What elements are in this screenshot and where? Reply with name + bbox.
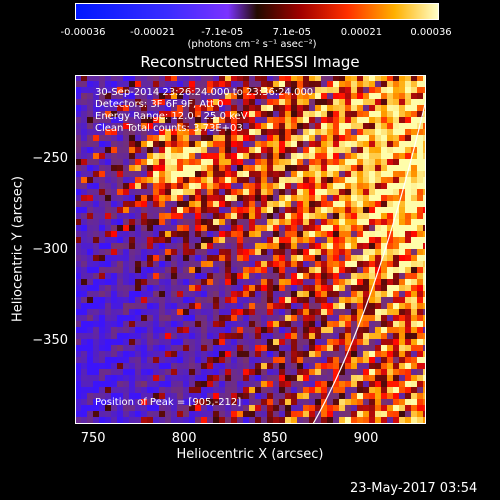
colorbar-tick-label: -0.00021 [130, 27, 176, 38]
x-tick-label: 850 [262, 431, 288, 446]
footer-timestamp: 23-May-2017 03:54 [350, 481, 478, 496]
colorbar-tick-label: 0.00021 [340, 27, 383, 38]
annotation-detectors: Detectors: 3F 6F 9F, Att 0 [95, 99, 224, 110]
colorbar-unit-label: (photons cm⁻² s⁻¹ asec⁻²) [187, 39, 317, 50]
y-tick-label: −300 [32, 242, 68, 258]
x-axis-label: Heliocentric X (arcsec) [176, 447, 324, 462]
chart-title: Reconstructed RHESSI Image [140, 53, 360, 71]
x-tick-label: 800 [171, 431, 197, 446]
heatmap-plot-area [75, 75, 426, 424]
y-axis-label: Heliocentric Y (arcsec) [10, 176, 26, 322]
annotation-peak-position: Position of Peak = [905,-212] [95, 397, 242, 408]
y-tick-label: −350 [32, 333, 68, 349]
colorbar-tick-label: 7.1e-05 [272, 27, 311, 38]
colorbar-tick-label: -0.00036 [60, 27, 106, 38]
y-tick-label: −250 [32, 151, 68, 167]
annotation-energy-range: Energy Range: 12.0 - 25.0 keV [95, 111, 248, 122]
colorbar-tick-label: -7.1e-05 [201, 27, 244, 38]
annotation-clean-counts: Clean Total counts: 3.73E+03 [95, 123, 243, 134]
x-tick-label: 900 [353, 431, 379, 446]
x-tick-label: 750 [80, 431, 106, 446]
solar-limb-line [312, 99, 426, 424]
colorbar [75, 3, 439, 20]
colorbar-tick-label: 0.00036 [410, 27, 452, 38]
annotation-time-range: 30-Sep-2014 23:26:24.000 to 23:36:24.000 [95, 87, 314, 98]
